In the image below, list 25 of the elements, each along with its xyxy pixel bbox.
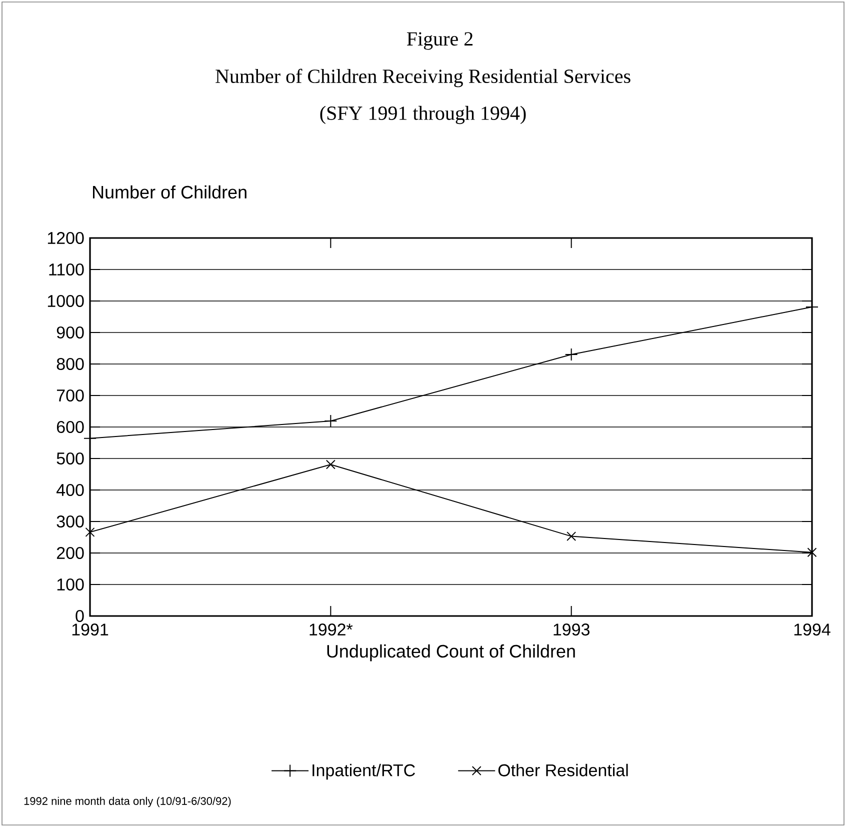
- text: (SFY 1991 through 1994): [320, 106, 526, 124]
- x-axis-title: Unduplicated Count of Children: [327, 644, 575, 662]
- y-axis-title: Number of Children: [93, 185, 246, 199]
- legend-label: Inpatient/RTC: [312, 764, 415, 780]
- legend-label: Other Residential: [498, 764, 628, 776]
- x-tick-label: 1994: [794, 624, 830, 636]
- y-tick-label: 800: [56, 358, 84, 370]
- text: 1992 nine month data only (10/91-6/30/92): [24, 796, 231, 808]
- y-tick-label: 1200: [48, 232, 84, 244]
- y-tick-label: 0: [76, 610, 84, 622]
- chart-subtitle: Number of Children Receiving Residential Services: [216, 68, 630, 88]
- y-tick-label: 400: [56, 484, 84, 496]
- chart-title: Figure 2: [406, 32, 473, 50]
- y-tick-label: 1000: [48, 294, 84, 308]
- x-tick-label: 1992*: [310, 624, 353, 636]
- x-tick-label: 1991: [72, 624, 108, 636]
- y-tick-label: 600: [56, 420, 84, 434]
- y-tick-label: 100: [57, 578, 84, 591]
- y-tick-label: 1100: [49, 263, 84, 276]
- y-tick-label: 900: [56, 326, 84, 339]
- y-tick-label: 700: [56, 389, 84, 402]
- y-tick-label: 500: [56, 452, 84, 465]
- y-tick-label: 300: [56, 515, 84, 528]
- x-tick-label: 1993: [554, 624, 590, 636]
- y-tick-label: 200: [56, 546, 84, 560]
